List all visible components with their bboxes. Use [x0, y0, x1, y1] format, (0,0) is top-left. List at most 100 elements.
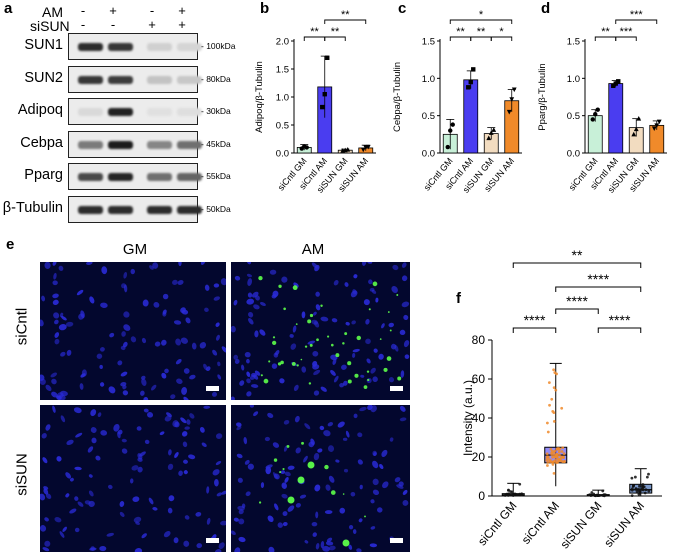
y-tick-label: 0.5: [276, 121, 289, 132]
nucleus: [43, 488, 49, 495]
treatment-sign: +: [148, 17, 156, 32]
nucleus: [247, 292, 253, 298]
lipid-droplet-signal: [282, 467, 285, 471]
data-point: [561, 446, 565, 450]
nucleus: [75, 432, 83, 438]
nucleus: [181, 387, 188, 395]
nucleus: [231, 325, 236, 333]
nucleus: [357, 459, 363, 465]
nucleus: [348, 544, 353, 550]
nucleus: [199, 427, 205, 433]
protein-band: [177, 140, 202, 149]
significance-label: **: [341, 10, 350, 21]
nucleus: [88, 500, 95, 507]
nucleus: [140, 390, 145, 396]
lipid-droplet-signal: [300, 358, 303, 361]
nucleus: [119, 511, 125, 517]
nucleus: [310, 438, 315, 446]
nucleus: [289, 334, 294, 338]
nucleus: [246, 378, 251, 384]
nucleus: [401, 301, 410, 308]
data-point: [448, 128, 453, 133]
nucleus: [274, 350, 280, 356]
nucleus: [76, 289, 84, 296]
data-point: [556, 460, 559, 464]
nucleus: [320, 386, 327, 392]
significance-label: ***: [630, 10, 644, 21]
nucleus: [58, 324, 67, 331]
scale-bar: [206, 538, 219, 543]
significance-label: **: [331, 26, 340, 38]
lipid-droplet-signal: [283, 307, 286, 311]
nucleus: [87, 446, 94, 453]
lipid-droplet-signal: [309, 343, 313, 347]
lipid-droplet-signal: [304, 345, 308, 348]
nucleus: [304, 540, 309, 544]
nucleus: [69, 508, 77, 514]
nucleus: [251, 372, 257, 378]
data-point: [631, 131, 637, 137]
lipid-droplet-signal: [347, 379, 352, 384]
data-point: [638, 484, 641, 488]
nucleus: [267, 515, 274, 522]
nucleus: [290, 343, 297, 350]
y-tick-label: 0.0: [567, 149, 580, 160]
significance-label: **: [572, 247, 583, 263]
data-point: [486, 135, 492, 141]
data-point: [304, 145, 309, 150]
nucleus: [211, 391, 218, 397]
nucleus: [233, 354, 239, 360]
nucleus: [333, 280, 339, 286]
lipid-droplet-signal: [316, 338, 319, 342]
nucleus: [241, 364, 245, 371]
nucleus: [244, 459, 250, 465]
y-tick-label: 0: [478, 489, 485, 503]
lipid-droplet-signal: [258, 275, 263, 281]
nucleus: [359, 406, 367, 412]
nucleus: [201, 442, 207, 447]
protein-band: [108, 43, 133, 51]
nucleus: [391, 285, 398, 293]
protein-band: [177, 75, 202, 84]
data-point: [505, 492, 509, 496]
nucleus: [88, 474, 93, 478]
data-point: [638, 489, 642, 493]
data-point: [468, 79, 473, 85]
y-tick-label: 1.5: [422, 37, 435, 48]
blot-strip: [68, 33, 202, 60]
x-tick-label: siCntl AM: [519, 499, 562, 547]
lipid-droplet-signal: [342, 539, 350, 547]
protein-band: [177, 205, 202, 214]
nucleus: [299, 494, 307, 499]
data-point: [509, 97, 515, 102]
nucleus: [399, 417, 407, 422]
protein-band: [78, 108, 103, 116]
panel-label-f: f: [456, 290, 461, 307]
protein-band: [177, 43, 202, 51]
nucleus: [109, 332, 115, 338]
significance-bracket: [555, 286, 642, 292]
nucleus: [121, 448, 128, 454]
blot-strip: [68, 195, 202, 223]
nucleus: [233, 517, 239, 522]
nucleus: [180, 417, 187, 424]
nucleus: [259, 329, 266, 336]
nucleus: [320, 540, 325, 549]
nucleus: [214, 549, 222, 552]
nucleus: [370, 526, 376, 530]
data-point: [325, 55, 330, 60]
lipid-droplet-signal: [354, 373, 359, 378]
nucleus: [152, 507, 158, 511]
nucleus: [370, 405, 377, 413]
data-point: [547, 458, 551, 461]
nucleus: [352, 529, 357, 534]
nucleus: [326, 537, 333, 543]
nucleus: [80, 310, 85, 318]
data-point: [651, 126, 657, 131]
nucleus: [234, 547, 241, 552]
nucleus: [195, 511, 202, 517]
nucleus: [122, 390, 129, 396]
nucleus: [292, 325, 297, 333]
data-point: [556, 447, 560, 450]
significance-bracket: [615, 36, 637, 41]
